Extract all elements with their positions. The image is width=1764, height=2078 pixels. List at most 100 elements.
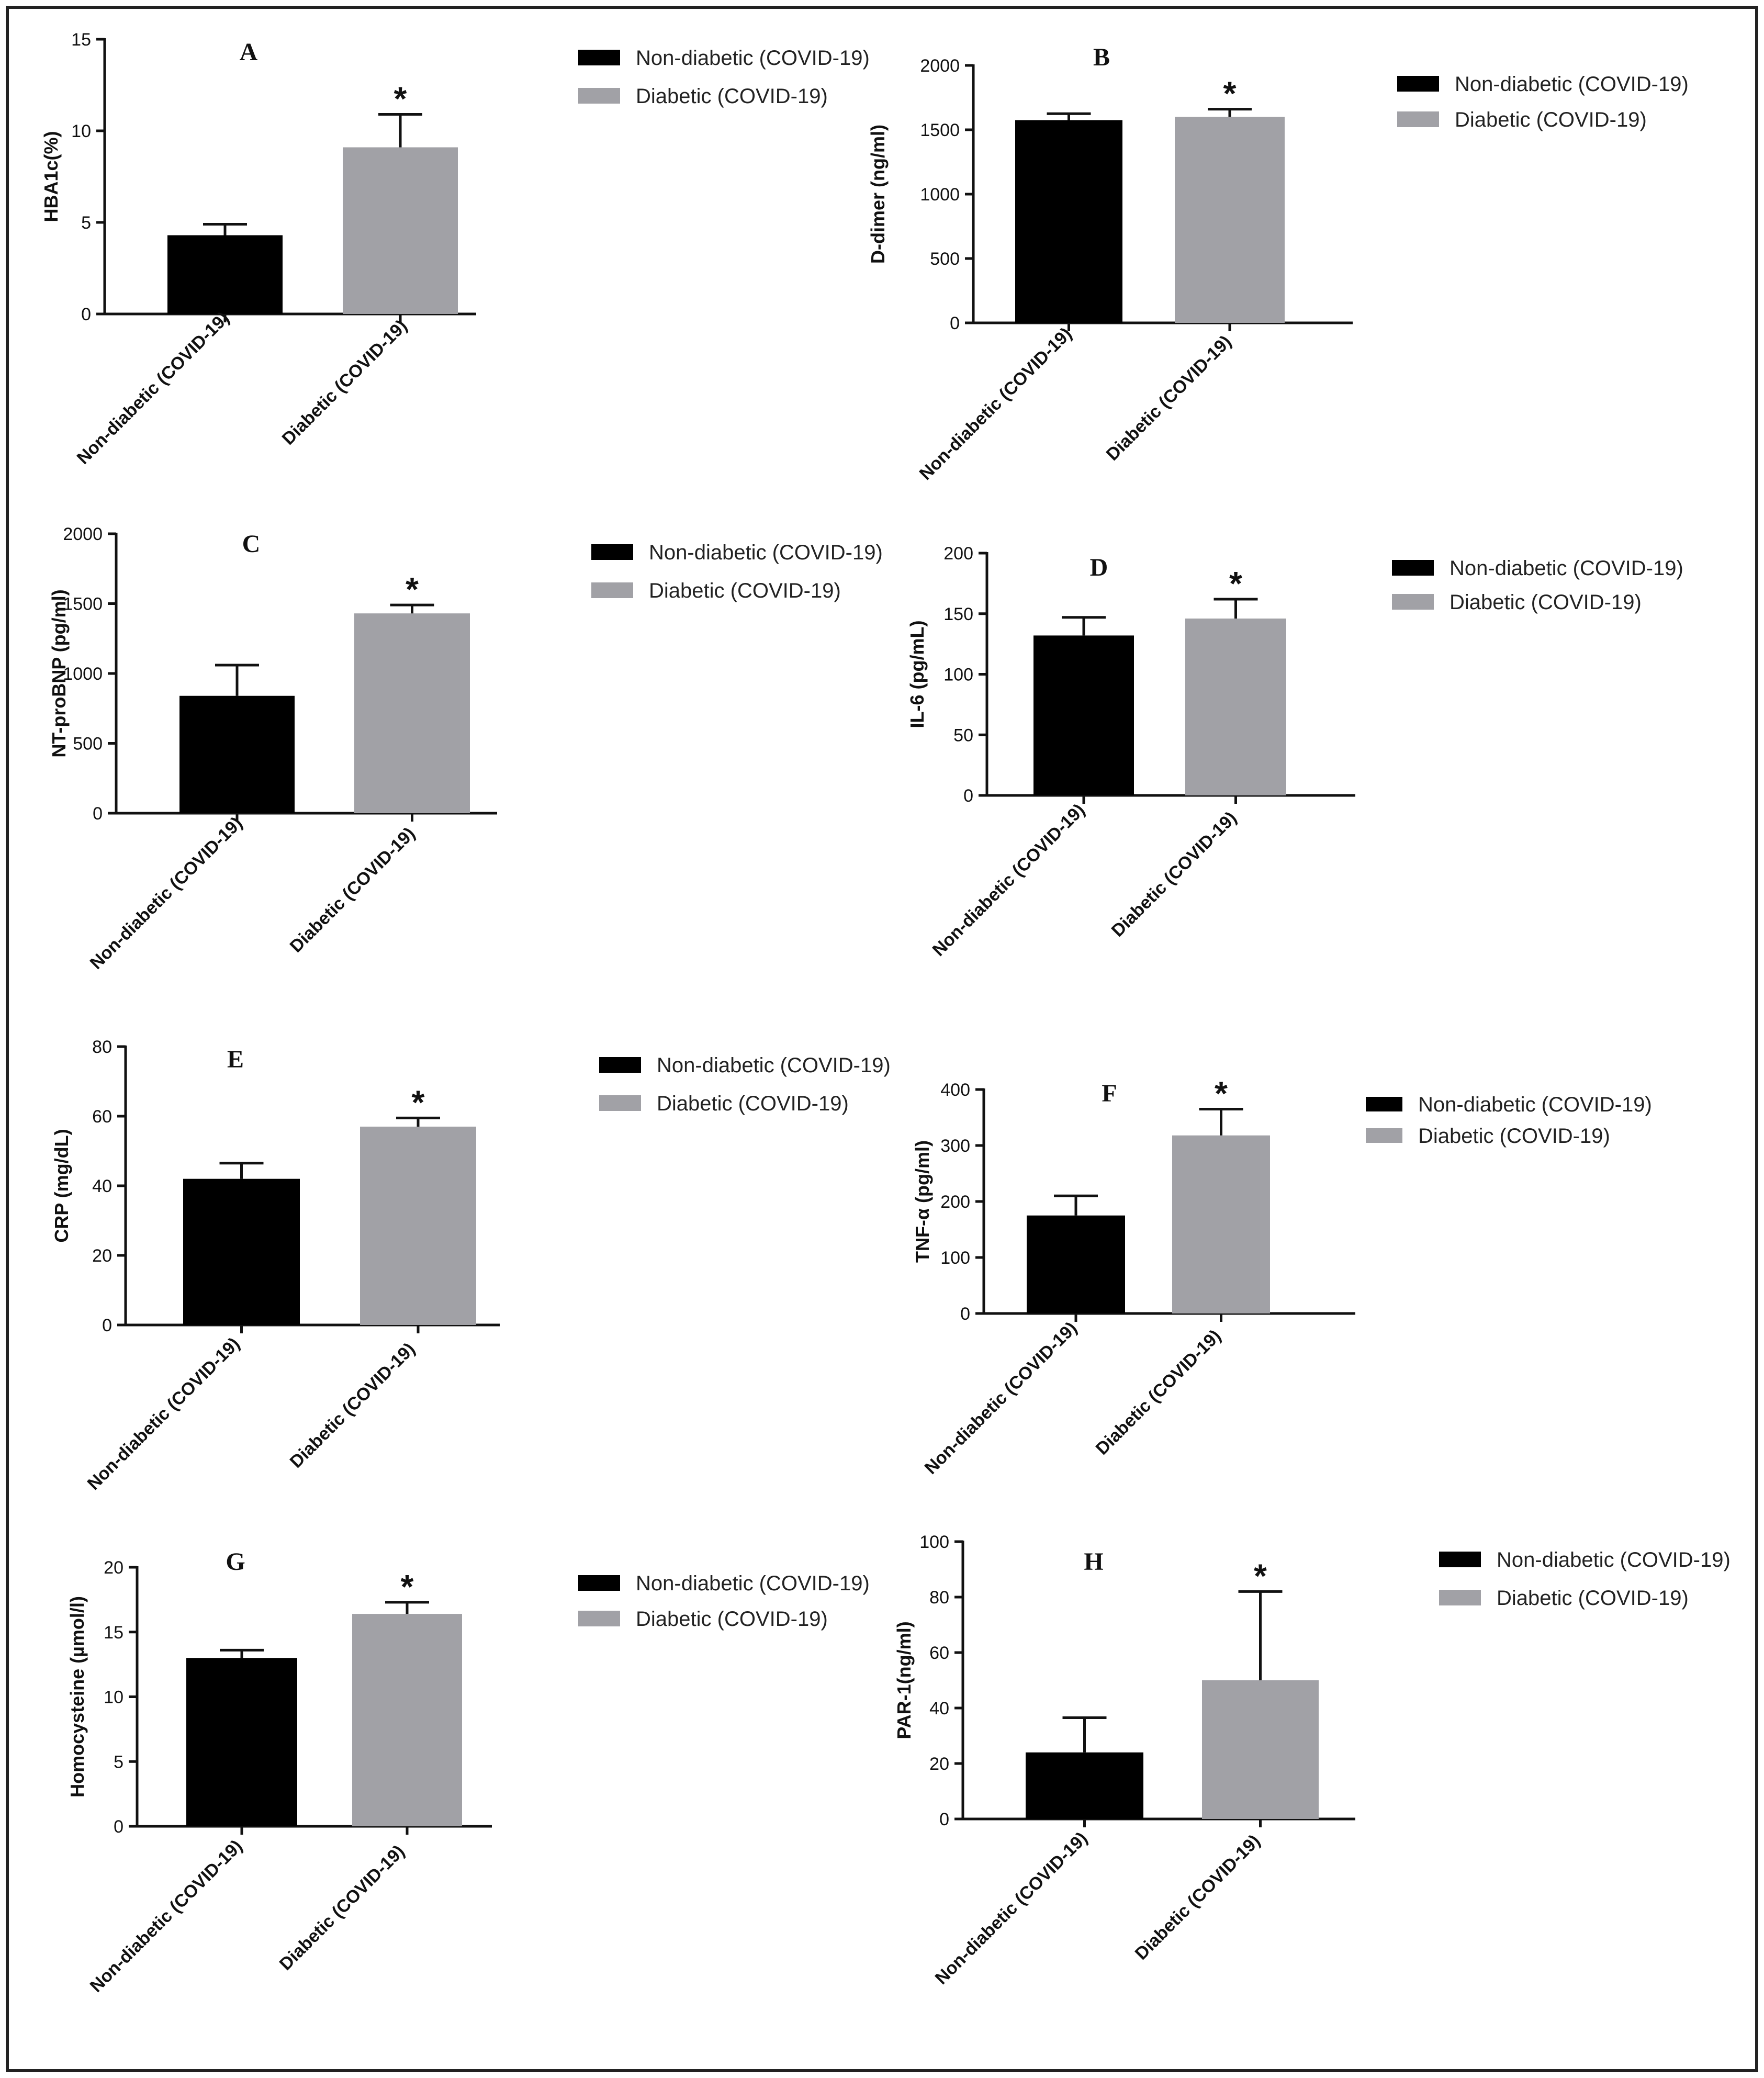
y-axis-label: NT-proBNP (pg/ml) [48, 589, 70, 757]
y-tick-label: 5 [114, 1752, 123, 1772]
bar-non-diabetic [186, 1658, 297, 1826]
significance-star: * [412, 1083, 425, 1121]
legend-label: Diabetic (COVID-19) [1450, 591, 1642, 614]
legend-label: Diabetic (COVID-19) [1497, 1587, 1689, 1610]
category-label: Diabetic (COVID-19) [1103, 332, 1235, 465]
bar-non-diabetic [1026, 1752, 1143, 1819]
error-bar [1214, 598, 1258, 619]
legend-label: Non-diabetic (COVID-19) [1418, 1093, 1652, 1116]
significance-star: * [1215, 1074, 1228, 1112]
category-label: Diabetic (COVID-19) [1131, 1831, 1264, 1964]
bar-diabetic [354, 613, 470, 813]
y-axis-label: D-dimer (ng/ml) [867, 125, 889, 264]
y-tick-label: 5 [81, 213, 91, 233]
legend-swatch [1397, 76, 1439, 92]
y-tick-label: 20 [92, 1246, 112, 1266]
error-bar [203, 223, 247, 235]
legend-label: Non-diabetic (COVID-19) [1450, 557, 1683, 580]
error-bar [215, 664, 259, 696]
bar-non-diabetic [1033, 635, 1134, 795]
chart-panel-d: 0 50 100 150 200 IL-6 (pg/mL) D Non-diabetic (C… [906, 544, 1683, 960]
y-axis-label: PAR-1(ng/ml) [893, 1621, 915, 1739]
category-label: Non-diabetic (COVID-19) [931, 1828, 1092, 1989]
legend-swatch [1366, 1128, 1402, 1143]
bar-diabetic [360, 1126, 476, 1325]
category-label: Diabetic (COVID-19) [278, 316, 411, 449]
legend-swatch [599, 1057, 641, 1073]
legend-label: Non-diabetic (COVID-19) [657, 1054, 891, 1077]
legend-label: Non-diabetic (COVID-19) [636, 47, 870, 70]
legend: Non-diabetic (COVID-19) Diabetic (COVID-1… [1392, 557, 1683, 614]
legend-label: Non-diabetic (COVID-19) [649, 541, 883, 564]
y-tick-label: 10 [71, 121, 91, 141]
bar-non-diabetic [1015, 120, 1122, 323]
legend: Non-diabetic (COVID-19) Diabetic (COVID-1… [578, 47, 870, 108]
bar-non-diabetic [1027, 1215, 1125, 1313]
legend-label: Non-diabetic (COVID-19) [636, 1572, 870, 1595]
y-tick-label: 0 [102, 1316, 112, 1335]
legend-label: Diabetic (COVID-19) [636, 1608, 828, 1631]
y-tick-label: 2000 [63, 524, 103, 544]
panel-letter: A [240, 38, 258, 66]
y-tick-label: 50 [953, 725, 973, 745]
error-bar [1062, 616, 1106, 636]
y-tick-label: 2000 [920, 56, 960, 76]
y-tick-label: 40 [929, 1699, 949, 1718]
error-bar [1208, 108, 1252, 117]
error-bar [1199, 1107, 1243, 1136]
legend-swatch [578, 50, 620, 65]
legend-swatch [591, 544, 633, 560]
y-tick-label: 0 [960, 1304, 970, 1324]
legend-swatch [1397, 111, 1439, 127]
bar-diabetic [1172, 1135, 1270, 1313]
error-bar [219, 1162, 264, 1179]
chart-panel-b: 0 500 1000 1500 2000 D-dimer (ng/ml) B Non-diab… [867, 43, 1689, 484]
bar-non-diabetic [179, 695, 295, 813]
y-tick-label: 80 [929, 1588, 949, 1608]
bar-diabetic [352, 1614, 462, 1826]
figure-border [6, 6, 1758, 2072]
category-label: Non-diabetic (COVID-19) [86, 1836, 246, 1996]
y-tick-label: 1000 [63, 664, 103, 684]
category-label: Non-diabetic (COVID-19) [84, 1334, 244, 1494]
y-tick-label: 500 [73, 734, 103, 754]
y-tick-label: 1500 [920, 120, 960, 140]
legend-swatch [599, 1095, 641, 1111]
panel-letter: D [1090, 554, 1108, 581]
error-bar [1062, 1716, 1107, 1753]
y-tick-label: 150 [943, 604, 973, 624]
y-tick-label: 1500 [63, 594, 103, 614]
error-bar [1238, 1590, 1283, 1680]
legend-label: Diabetic (COVID-19) [636, 85, 828, 108]
bar-diabetic [1175, 117, 1285, 323]
category-label: Non-diabetic (COVID-19) [86, 813, 246, 973]
y-tick-label: 0 [950, 313, 960, 333]
y-tick-label: 1000 [920, 185, 960, 205]
y-tick-label: 0 [93, 804, 103, 824]
category-label: Diabetic (COVID-19) [1092, 1326, 1225, 1459]
y-tick-label: 400 [940, 1080, 970, 1100]
y-tick-label: 60 [929, 1643, 949, 1663]
significance-star: * [1254, 1557, 1267, 1594]
y-tick-label: 10 [104, 1688, 123, 1708]
significance-star: * [1229, 565, 1242, 602]
y-axis-label: HBA1c(%) [40, 131, 62, 222]
panel-letter: C [242, 530, 261, 558]
bar-non-diabetic [183, 1178, 300, 1325]
chart-panel-c: 0 500 1000 1500 2000 NT-proBNP (pg/ml) C Non-di… [48, 524, 883, 973]
y-tick-label: 100 [943, 665, 973, 685]
panel-letter: B [1093, 43, 1110, 71]
error-bar [220, 1648, 264, 1658]
y-tick-label: 0 [81, 305, 91, 324]
y-tick-label: 200 [943, 544, 973, 564]
panel-letter: H [1084, 1548, 1103, 1576]
y-tick-label: 200 [940, 1192, 970, 1212]
category-label: Non-diabetic (COVID-19) [916, 324, 1076, 484]
panel-letter: F [1102, 1080, 1117, 1107]
y-axis-label: TNF-α (pg/ml) [912, 1140, 933, 1263]
panel-letter: E [227, 1046, 244, 1073]
y-tick-label: 15 [104, 1623, 123, 1643]
error-bar [385, 1601, 429, 1614]
significance-star: * [394, 80, 407, 118]
